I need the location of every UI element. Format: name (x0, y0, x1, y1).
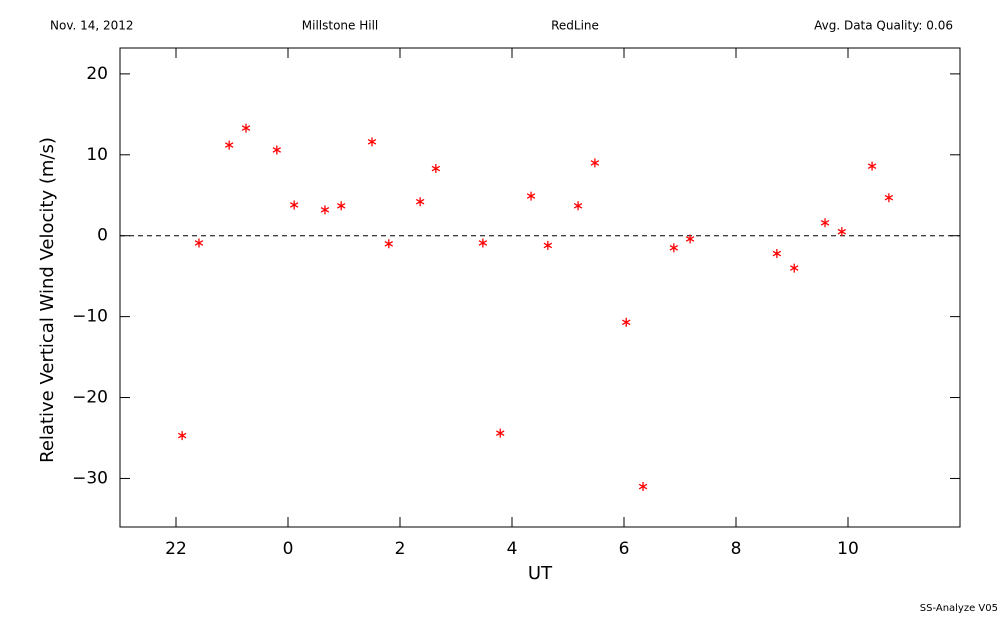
data-point (289, 200, 299, 210)
data-point (336, 201, 346, 211)
x-tick-label: 0 (283, 539, 294, 559)
data-point (415, 197, 425, 207)
channel: RedLine (551, 19, 599, 33)
quality: Avg. Data Quality: 0.06 (814, 19, 953, 33)
x-tick-label: 6 (619, 539, 630, 559)
data-point (543, 240, 553, 250)
data-point (622, 317, 631, 327)
site: Millstone Hill (302, 19, 378, 33)
y-tick-label: 20 (86, 64, 108, 84)
y-tick-label: −20 (72, 388, 108, 408)
data-point (224, 140, 234, 150)
data-point (772, 249, 782, 259)
data-point (478, 238, 488, 248)
data-point (573, 201, 583, 211)
data-point (320, 205, 330, 215)
data-point (272, 145, 282, 155)
x-tick-label: 8 (731, 539, 742, 559)
x-tick-label: 22 (165, 539, 187, 559)
data-point (837, 227, 847, 237)
y-tick-label: 10 (86, 145, 108, 165)
data-point (884, 193, 894, 203)
x-axis-label: UT (528, 563, 553, 584)
plot-frame (119, 47, 961, 528)
y-tick-label: 0 (97, 226, 108, 246)
footer: SS-Analyze V05 (920, 603, 998, 614)
y-tick-label: −30 (72, 468, 108, 488)
data-point (669, 243, 679, 253)
data-point (685, 234, 695, 244)
y-tick-label: −10 (72, 307, 108, 327)
x-tick-label: 10 (837, 539, 859, 559)
data-point (496, 428, 505, 438)
data-point (431, 164, 441, 174)
data-point (384, 239, 394, 249)
x-tick-label: 2 (395, 539, 406, 559)
date: Nov. 14, 2012 (50, 19, 134, 33)
data-point (526, 191, 536, 201)
data-point (367, 137, 377, 147)
x-tick-label: 4 (507, 539, 518, 559)
data-point (867, 161, 877, 171)
data-point (590, 158, 600, 168)
data-point (241, 123, 251, 133)
data-point (177, 431, 187, 441)
data-point (194, 238, 204, 248)
data-point (638, 482, 648, 492)
y-axis-label: Relative Vertical Wind Velocity (m/s) (37, 137, 58, 463)
data-point (820, 218, 830, 228)
data-point (790, 263, 799, 273)
